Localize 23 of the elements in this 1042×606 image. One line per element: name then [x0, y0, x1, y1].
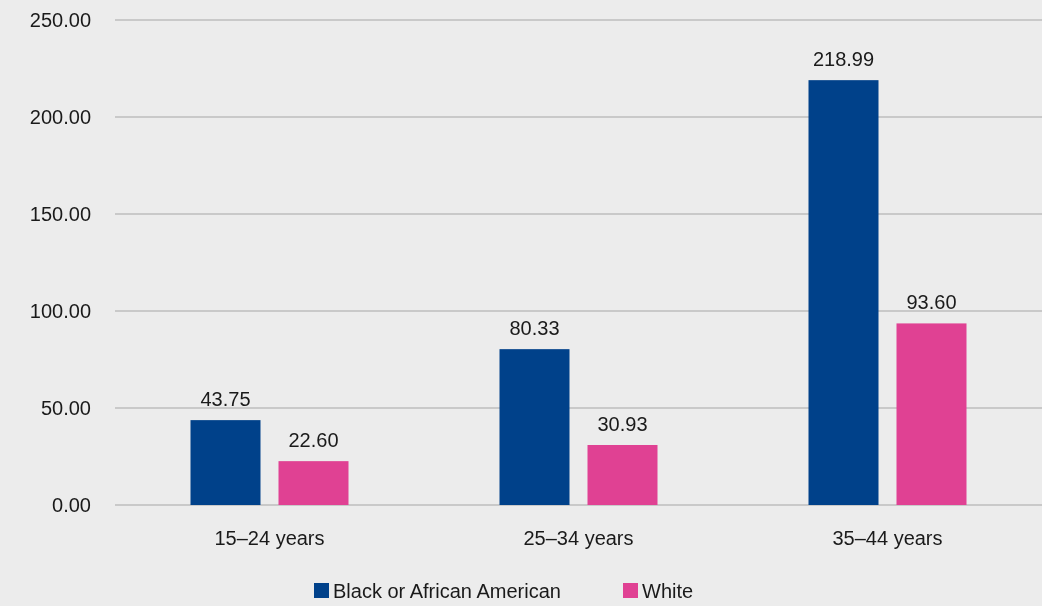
x-tick-label: 25–34 years — [523, 527, 634, 549]
y-tick-label: 250.00 — [29, 9, 91, 31]
bar — [278, 461, 349, 505]
data-label: 30.93 — [597, 413, 648, 435]
legend-label: Black or African American — [333, 580, 561, 602]
data-label: 43.75 — [200, 388, 251, 411]
bar — [808, 80, 879, 505]
x-tick-label: 15–24 years — [214, 527, 325, 549]
data-label: 22.60 — [288, 429, 339, 452]
bar — [190, 420, 261, 505]
y-tick-label: 150.00 — [29, 203, 91, 225]
legend-label: White — [642, 580, 694, 602]
bar — [499, 349, 570, 505]
bar — [896, 323, 967, 505]
x-tick-label: 35–44 years — [832, 527, 943, 549]
y-tick-label: 50.00 — [40, 397, 91, 419]
data-label: 80.33 — [509, 317, 560, 340]
data-label: 218.99 — [812, 48, 875, 71]
bar — [587, 445, 658, 505]
data-label: 93.60 — [906, 291, 957, 314]
y-tick-label: 200.00 — [29, 106, 91, 128]
y-tick-label: 100.00 — [29, 300, 91, 322]
y-tick-label: 0.00 — [52, 494, 91, 516]
